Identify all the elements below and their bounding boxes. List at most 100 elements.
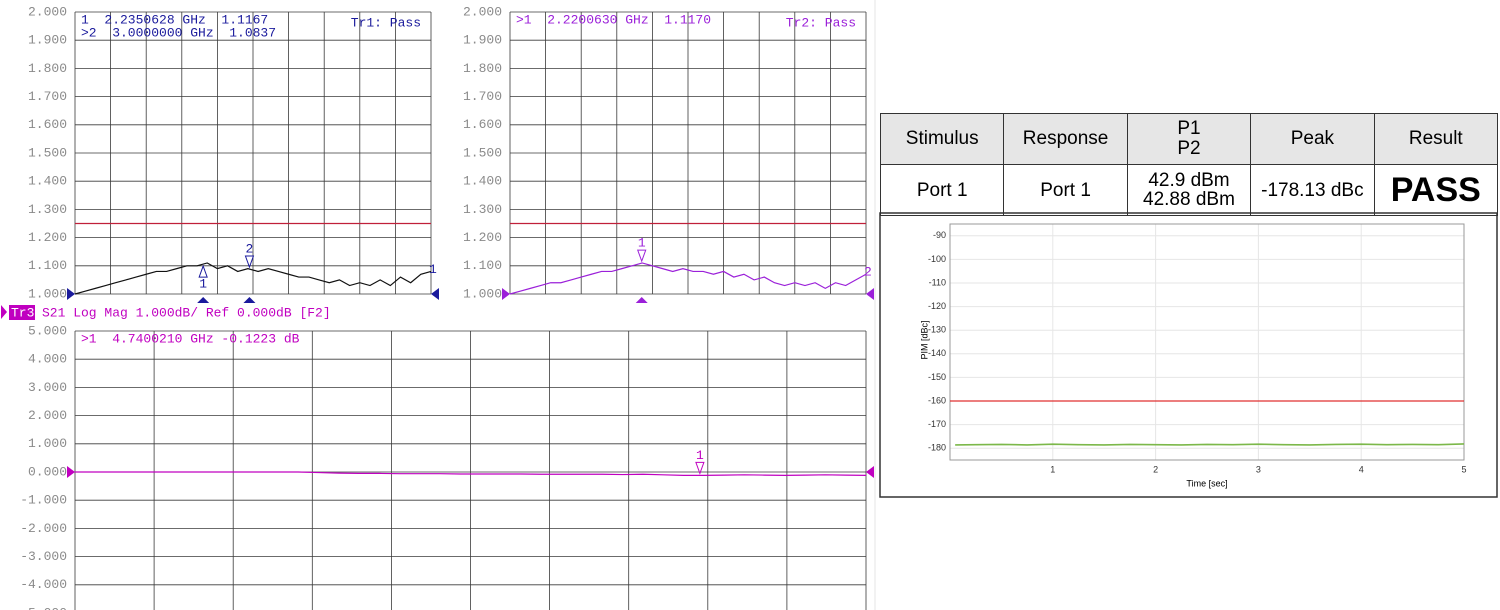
y-tick-label: 4.000 bbox=[28, 352, 67, 367]
y-tick-label: 1.600 bbox=[28, 117, 67, 132]
x-tick-label: 2 bbox=[1153, 464, 1158, 474]
y-tick-label: 3.000 bbox=[28, 380, 67, 395]
marker-readout: >2 3.0000000 GHz 1.0837 bbox=[81, 25, 276, 40]
y-tick-label: 1.000 bbox=[28, 286, 67, 301]
y-tick-label: -160 bbox=[928, 395, 946, 405]
y-tick-label: 1.200 bbox=[28, 230, 67, 245]
x-axis-label: Time [sec] bbox=[1186, 478, 1227, 488]
x-tick-label: 4 bbox=[1359, 464, 1364, 474]
y-tick-label: 1.900 bbox=[28, 33, 67, 48]
header-row: Stimulus Response P1 P2 Peak Result bbox=[879, 113, 1499, 165]
y-tick-label: -120 bbox=[928, 301, 946, 311]
marker bbox=[695, 461, 705, 475]
y-tick-label: -2.000 bbox=[20, 521, 67, 536]
trace bbox=[509, 262, 867, 295]
marker-label: 1 bbox=[638, 236, 646, 251]
y-tick-label: 1.700 bbox=[463, 89, 502, 104]
cell: Port 1 bbox=[879, 164, 1005, 216]
y-tick-label: 1.300 bbox=[463, 202, 502, 217]
marker bbox=[244, 255, 255, 269]
x-tick-label: 5 bbox=[1461, 464, 1466, 474]
y-tick-label: 5.000 bbox=[28, 323, 67, 338]
y-tick-label: -90 bbox=[933, 230, 946, 240]
y-tick-label: 1.100 bbox=[463, 258, 502, 273]
y-tick-label: 1.500 bbox=[28, 145, 67, 160]
header-cell: Peak bbox=[1250, 113, 1375, 165]
cell: 42.9 dBm 42.88 dBm bbox=[1126, 164, 1252, 216]
y-tick-label: 2.000 bbox=[28, 4, 67, 19]
y-tick-label: -130 bbox=[928, 325, 946, 335]
y-tick-label: 1.800 bbox=[463, 61, 502, 76]
y-tick-label: 1.700 bbox=[28, 89, 67, 104]
cell: Port 1 bbox=[1003, 164, 1128, 216]
pim-trace bbox=[955, 443, 1465, 446]
chart-frame bbox=[879, 212, 1498, 498]
x-tick-label: 3 bbox=[1256, 464, 1261, 474]
y-tick-label: -170 bbox=[928, 419, 946, 429]
marker-label: 2 bbox=[246, 241, 254, 256]
y-tick-label: 1.200 bbox=[463, 230, 502, 245]
result-cell: PASS bbox=[1373, 164, 1499, 216]
header-cell: P1 P2 bbox=[1126, 113, 1252, 165]
tag-arrow bbox=[1, 305, 7, 319]
trace-header: S21 Log Mag 1.000dB/ Ref 0.000dB [F2] bbox=[42, 305, 331, 320]
y-tick-label: -100 bbox=[928, 254, 946, 264]
y-tick-label: 1.100 bbox=[28, 258, 67, 273]
stim-marker bbox=[197, 297, 210, 303]
ref-arrow bbox=[431, 288, 439, 300]
x-tick-label: 1 bbox=[1050, 464, 1055, 474]
y-tick-label: -3.000 bbox=[20, 549, 67, 564]
trace bbox=[75, 471, 867, 476]
ref-arrow bbox=[866, 288, 874, 300]
marker-label: 1 bbox=[199, 277, 207, 292]
y-tick-label: 2.000 bbox=[28, 408, 67, 423]
marker bbox=[637, 249, 647, 263]
header-cell: Result bbox=[1373, 113, 1499, 165]
marker-label: 1 bbox=[696, 448, 704, 463]
tag-box bbox=[9, 305, 35, 320]
header-cell: Response bbox=[1003, 113, 1128, 165]
ref-arrow bbox=[866, 466, 874, 478]
edge-label: 2 bbox=[864, 265, 872, 280]
header-cell: Stimulus bbox=[879, 113, 1005, 165]
cell: -178.13 dBc bbox=[1250, 164, 1375, 216]
marker-readout: >1 4.7400210 GHz -0.1223 dB bbox=[81, 331, 300, 346]
ref-arrow bbox=[67, 288, 75, 300]
trace-status: Tr2: Pass bbox=[786, 15, 856, 30]
y-tick-label: 1.400 bbox=[463, 174, 502, 189]
edge-label: 1 bbox=[429, 262, 437, 277]
data-row: Port 1 Port 1 42.9 dBm 42.88 dBm -178.13… bbox=[879, 164, 1499, 216]
trace-status: Tr1: Pass bbox=[351, 15, 421, 30]
y-tick-label: 1.900 bbox=[463, 33, 502, 48]
y-tick-label: 1.400 bbox=[28, 174, 67, 189]
plot-frame bbox=[949, 223, 1465, 461]
trace-tag: Tr3 bbox=[11, 305, 34, 320]
y-tick-label: 1.000 bbox=[463, 286, 502, 301]
marker bbox=[198, 264, 208, 278]
y-tick-label: 1.300 bbox=[28, 202, 67, 217]
y-tick-label: 1.600 bbox=[463, 117, 502, 132]
y-tick-label: 1.800 bbox=[28, 61, 67, 76]
y-tick-label: -110 bbox=[929, 277, 946, 287]
y-tick-label: 1.000 bbox=[28, 436, 67, 451]
y-tick-label: 0.000 bbox=[28, 464, 67, 479]
stim-marker bbox=[243, 297, 256, 303]
ref-arrow bbox=[502, 288, 510, 300]
stim-marker bbox=[635, 297, 648, 303]
y-axis-label: PIM [dBc] bbox=[919, 320, 929, 359]
marker-readout: 1 2.2350628 GHz 1.1167 bbox=[81, 12, 268, 27]
marker-readout: >1 2.2200630 GHz 1.1170 bbox=[516, 12, 711, 27]
trace bbox=[74, 262, 432, 295]
y-tick-label: -4.000 bbox=[20, 577, 67, 592]
y-tick-label: -1.000 bbox=[20, 493, 67, 508]
ref-arrow bbox=[67, 466, 75, 478]
result-table: Stimulus Response P1 P2 Peak Result Port… bbox=[879, 113, 1499, 216]
y-tick-label: 1.500 bbox=[463, 145, 502, 160]
y-tick-label: -140 bbox=[928, 348, 946, 358]
y-tick-label: 2.000 bbox=[463, 4, 502, 19]
y-tick-label: -5.000 bbox=[20, 605, 67, 610]
y-tick-label: -180 bbox=[928, 443, 946, 453]
y-tick-label: -150 bbox=[928, 372, 946, 382]
